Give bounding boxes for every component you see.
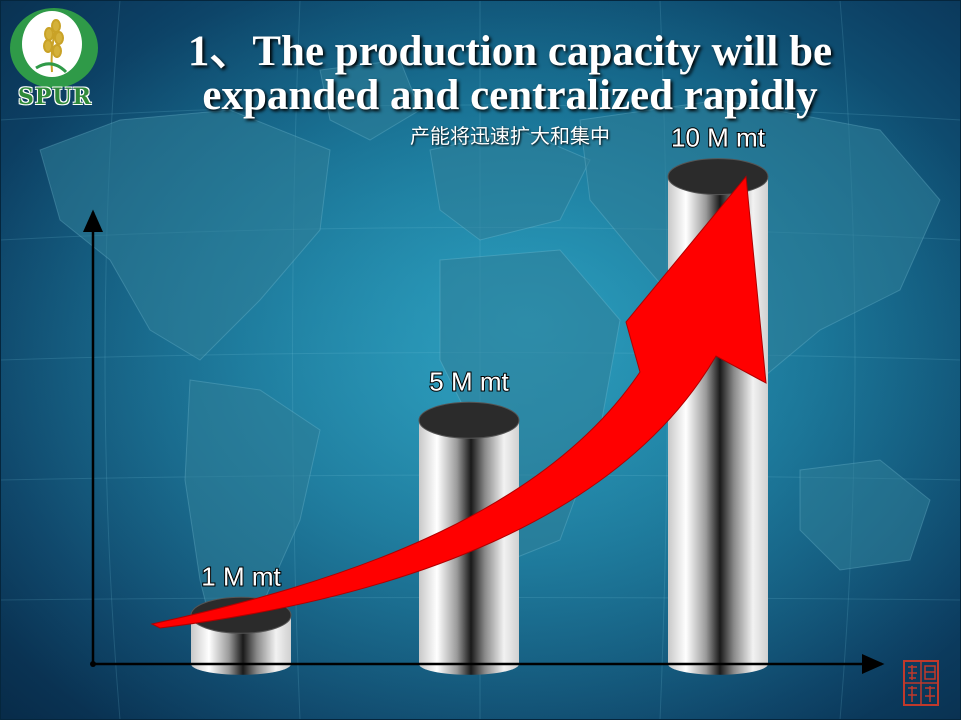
axes — [83, 209, 885, 674]
trend-arrow-layer — [150, 175, 767, 629]
spur-logo — [10, 8, 98, 88]
slide-title: 1、The production capacity will be expand… — [187, 28, 833, 119]
data-label-2: 5 M mt — [429, 366, 509, 396]
axis-origin — [90, 661, 96, 667]
data-label-1: 1 M mt — [201, 561, 281, 591]
continent-greenland — [319, 59, 421, 141]
data-label-group: 1 M mt 5 M mt 10 M mt — [200, 122, 766, 593]
trend-arrow — [150, 175, 767, 629]
bar-top-2 — [418, 401, 520, 439]
data-label-3: 10 M mt — [671, 123, 766, 153]
logo-text: SPUR — [18, 84, 92, 110]
bar-top-3 — [667, 158, 769, 196]
continent-australia — [799, 459, 931, 571]
slide-subtitle: 产能将迅速扩大和集中 — [410, 124, 610, 148]
red-seal-stamp — [903, 660, 939, 706]
continent-europe — [429, 129, 591, 241]
